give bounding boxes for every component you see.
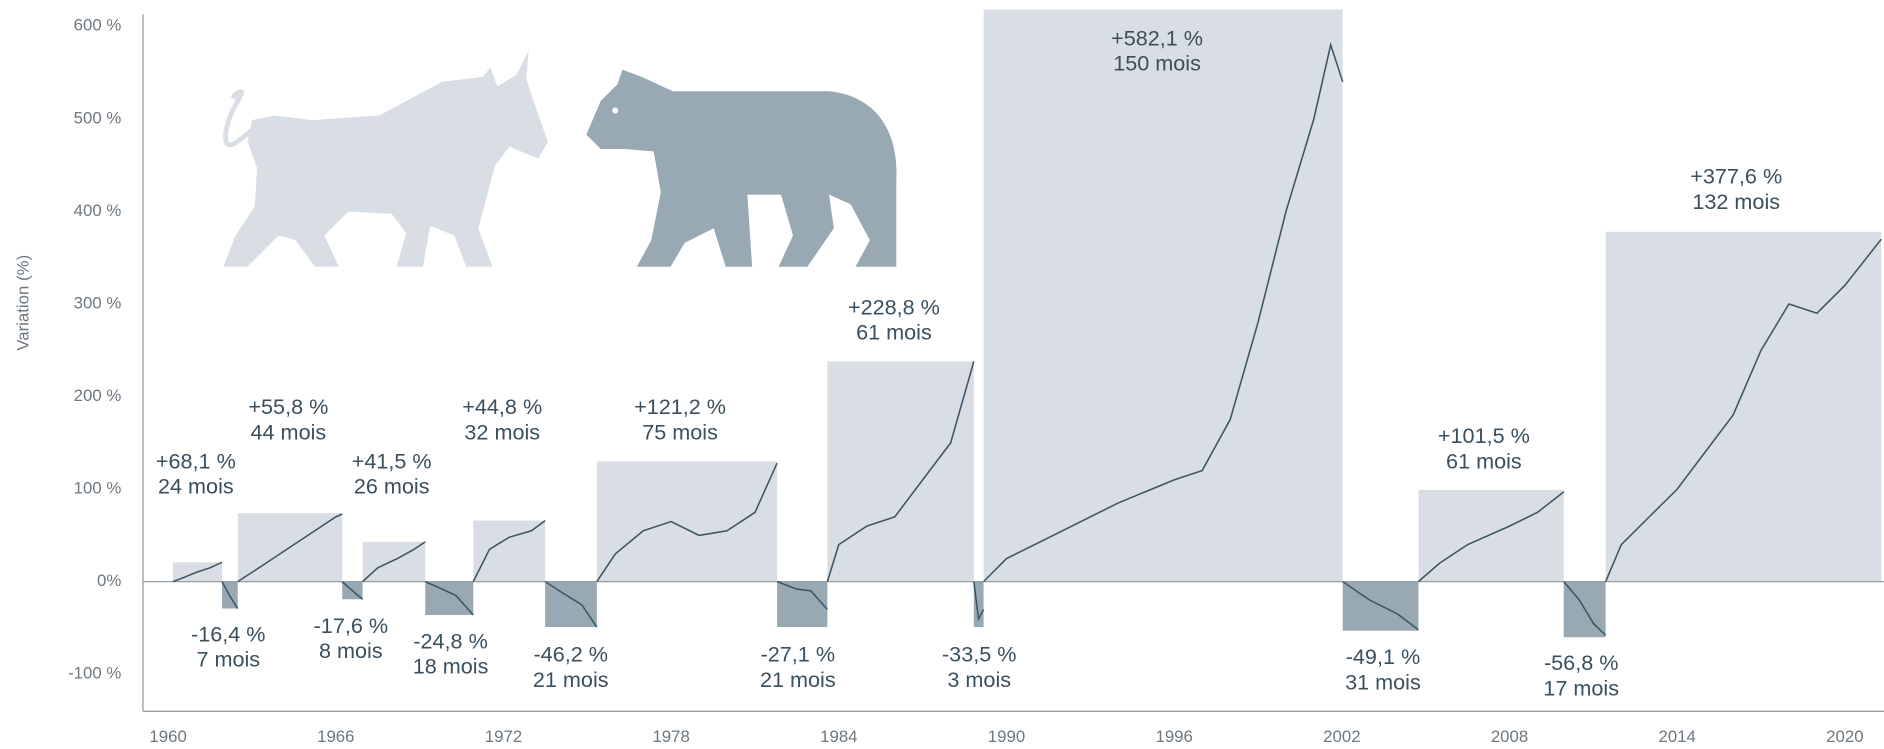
change-label: -27,1 % [761,642,835,667]
duration-label: 150 mois [1113,51,1201,76]
x-tick-label: 2020 [1826,727,1863,746]
x-tick-label: 1996 [1155,727,1192,746]
y-tick-label: 300 % [74,293,122,312]
bear-period [545,582,597,627]
x-tick-label: 2008 [1491,727,1528,746]
bear-period [777,582,827,627]
x-tick-label: 1990 [988,727,1025,746]
change-label: +377,6 % [1690,164,1782,189]
duration-label: 31 mois [1345,669,1421,694]
y-axis-title: Variation (%) [13,255,32,351]
duration-label: 61 mois [1446,448,1522,473]
bear-icon [586,70,896,267]
duration-label: 8 mois [319,638,383,663]
change-label: -46,2 % [533,642,607,667]
y-tick-label: 500 % [74,108,122,127]
duration-label: 21 mois [533,667,609,692]
duration-label: 7 mois [196,647,260,672]
duration-label: 26 mois [354,474,430,499]
bull-period [597,461,777,581]
duration-label: 44 mois [251,419,327,444]
bear-period [425,582,473,615]
duration-label: 132 mois [1692,189,1780,214]
bull-icon [223,50,547,266]
x-tick-label: 1960 [149,727,186,746]
chart: Variation (%) -100 % 0% 100 % 200 % 300 % 400… [0,0,1884,749]
bull-period [1606,232,1882,582]
change-label: +68,1 % [156,448,236,473]
change-label: -17,6 % [314,613,388,638]
x-tick-label: 1966 [317,727,354,746]
x-tick-label: 1984 [820,727,857,746]
y-tick-label: 100 % [74,479,122,498]
y-tick-label: 200 % [74,386,122,405]
y-tick-label: 0% [97,571,121,590]
change-label: -24,8 % [413,629,487,654]
duration-label: 3 mois [947,667,1011,692]
change-label: +41,5 % [352,448,432,473]
y-tick-label: 400 % [74,201,122,220]
duration-label: 18 mois [413,654,489,679]
change-label: -56,8 % [1544,650,1618,675]
bull-period [473,521,545,582]
duration-label: 61 mois [856,320,932,345]
change-label: +44,8 % [462,394,542,419]
change-label: +55,8 % [248,394,328,419]
y-tick-label: 600 % [74,16,122,35]
x-tick-label: 1978 [652,727,689,746]
duration-label: 17 mois [1543,675,1619,700]
duration-label: 24 mois [158,474,234,499]
change-label: +582,1 % [1111,25,1203,50]
bull-period [984,10,1343,582]
x-tick-label: 1972 [485,727,522,746]
duration-label: 75 mois [642,419,718,444]
change-label: +121,2 % [634,394,726,419]
x-tick-label: 2002 [1323,727,1360,746]
bull-period [827,361,973,581]
change-label: +101,5 % [1438,423,1530,448]
change-label: -33,5 % [942,642,1016,667]
x-tick-label: 2014 [1658,727,1695,746]
duration-label: 32 mois [464,419,540,444]
y-tick-label: -100 % [68,664,121,683]
change-label: -49,1 % [1346,644,1420,669]
change-label: +228,8 % [848,294,940,319]
duration-label: 21 mois [760,667,836,692]
change-label: -16,4 % [191,621,265,646]
bull-period [1418,490,1563,582]
